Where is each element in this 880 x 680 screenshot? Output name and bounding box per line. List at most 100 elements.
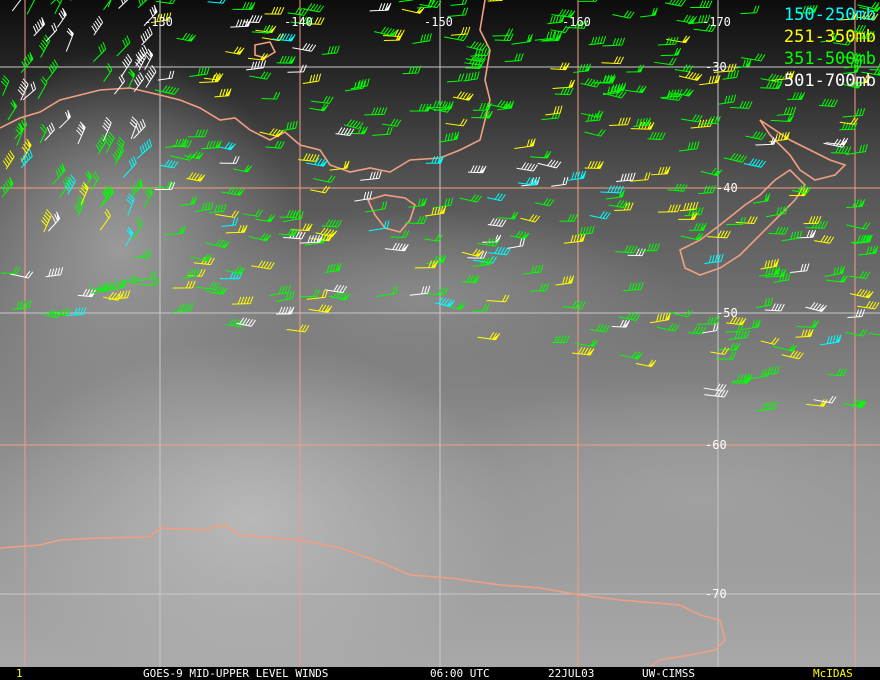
wind-barb [497, 100, 515, 111]
wind-barb [656, 323, 680, 332]
longitude-label: -150 [424, 15, 453, 29]
wind-barb [611, 319, 630, 328]
wind-barb [741, 319, 761, 331]
software-label: McIDAS [813, 667, 853, 680]
wind-barb [176, 32, 197, 42]
wind-barb [790, 263, 810, 273]
wind-barb [298, 153, 320, 162]
wind-barb [278, 228, 299, 237]
wind-barb [487, 0, 506, 2]
wind-barb [282, 210, 304, 223]
wind-barb [707, 230, 731, 239]
wind-barb [740, 5, 760, 15]
wind-barb [368, 220, 390, 232]
wind-barb [255, 214, 275, 223]
wind-barb [529, 150, 552, 159]
wind-barb [842, 108, 866, 118]
wind-barb [114, 74, 125, 95]
wind-barb [446, 73, 465, 83]
wind-barb [857, 300, 880, 310]
wind-barb [680, 232, 704, 241]
wind-barb [755, 297, 774, 309]
wind-barb [704, 389, 729, 398]
wind-barb [660, 47, 682, 57]
wind-barb [718, 342, 741, 351]
wind-barb [248, 233, 272, 242]
wind-barb [424, 205, 447, 217]
wind-barb [845, 328, 868, 337]
wind-barb [700, 167, 723, 177]
wind-barb [520, 214, 541, 223]
wind-barb [305, 157, 329, 167]
wind-barb [165, 138, 188, 148]
wind-barb [718, 94, 737, 105]
wind-barb [116, 136, 125, 162]
wind-barb [522, 264, 544, 275]
wind-barb [79, 181, 89, 205]
wind-barb [841, 79, 864, 89]
wind-barb [562, 300, 586, 310]
legend-item-251-350: 251-350mb [783, 27, 876, 47]
wind-barb [292, 43, 317, 52]
wind-barb [259, 128, 284, 138]
wind-barb [103, 291, 123, 301]
longitude-label: -160 [562, 15, 591, 29]
wind-barb [324, 263, 342, 274]
wind-barb [101, 185, 115, 207]
wind-barb [851, 75, 871, 84]
wind-barb [315, 227, 338, 238]
wind-barb [602, 90, 627, 99]
wind-barb [464, 56, 486, 66]
wind-barb [517, 177, 540, 186]
wind-barb [221, 186, 245, 196]
wind-barb [122, 156, 137, 178]
wind-barb [249, 71, 272, 80]
wind-barb [639, 243, 660, 252]
wind-barb [487, 217, 507, 227]
wind-barb [776, 106, 797, 116]
wind-barb [846, 24, 867, 33]
wind-barb [743, 158, 766, 168]
island-coastline [254, 41, 277, 59]
wind-barb [204, 72, 224, 81]
wind-barb [764, 303, 785, 312]
wind-barb [806, 398, 828, 407]
wind-barb [609, 117, 631, 126]
wind-barb [309, 103, 329, 112]
wind-barb [856, 11, 879, 21]
wind-barb [467, 251, 488, 259]
wind-barb [134, 250, 153, 259]
wind-barb [588, 35, 607, 46]
wind-barb [242, 209, 263, 217]
wind-barb [769, 131, 790, 143]
wind-barb [674, 64, 694, 73]
wind-barb [445, 118, 468, 127]
wind-barb [0, 75, 10, 96]
wind-barb [225, 224, 248, 234]
wind-barb [770, 114, 795, 122]
wind-barb [132, 217, 143, 240]
wind-barb [566, 170, 587, 181]
wind-barb [231, 296, 254, 305]
frame-number: 1 [16, 667, 23, 680]
wind-barb [365, 201, 388, 213]
wind-barb [372, 126, 393, 136]
wind-barb [310, 95, 334, 104]
wind-barb [230, 18, 252, 28]
wind-barb [563, 233, 586, 244]
wind-barb [704, 253, 724, 264]
wind-barb [726, 316, 747, 326]
wind-barb [796, 320, 819, 328]
wind-barb [514, 138, 536, 149]
source-label: UW-CIMSS [642, 667, 695, 680]
wind-barb [805, 220, 828, 229]
wind-barb [194, 201, 214, 213]
wind-barb [290, 223, 313, 232]
wind-barb [574, 339, 598, 347]
wind-barb [820, 32, 838, 43]
wind-barb [450, 0, 468, 6]
wind-barb [272, 32, 296, 42]
wind-barb [839, 117, 859, 125]
wind-barb [120, 53, 133, 78]
australia-coastline [0, 0, 491, 173]
